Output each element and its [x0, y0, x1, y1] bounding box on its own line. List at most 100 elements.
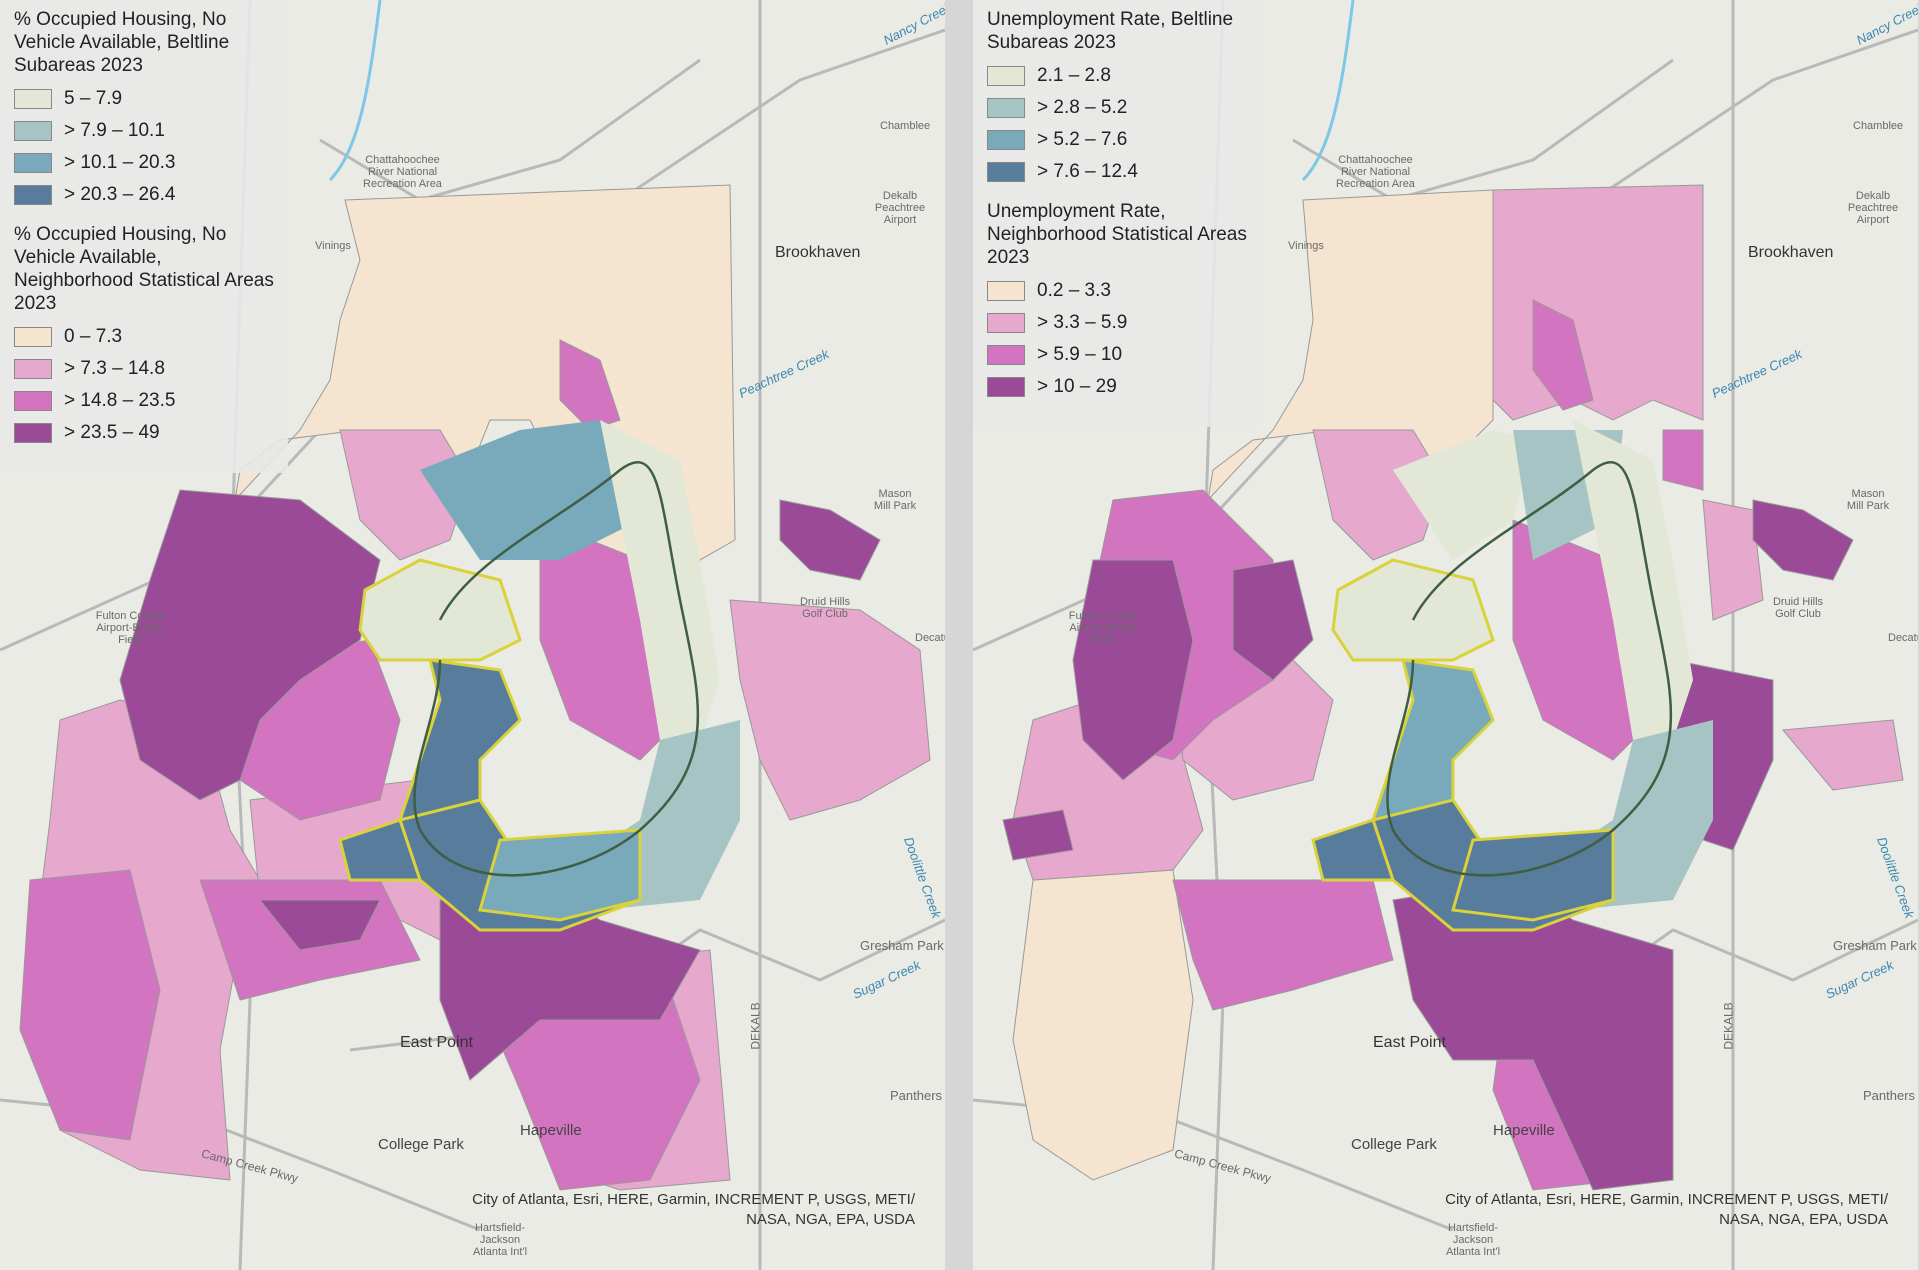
map-attribution: City of Atlanta, Esri, HERE, Garmin, INC… — [472, 1191, 915, 1228]
legend-label: > 5.2 – 7.6 — [1037, 129, 1128, 150]
label-fulton-airport: Fulton County Airport-Brown Field — [95, 610, 165, 646]
map-canvas[interactable] — [0, 0, 945, 1270]
legend-label: > 10 – 29 — [1037, 376, 1117, 397]
map-canvas[interactable] — [973, 0, 1918, 1270]
legend-item: > 14.8 – 23.5 — [14, 385, 274, 417]
legend-nsa-title: % Occupied Housing, No Vehicle Available… — [14, 224, 274, 314]
label-mason-mill: Mason Mill Park — [1846, 488, 1890, 512]
map-panel-no-vehicle[interactable]: Brookhaven East Point College Park Hapev… — [0, 0, 945, 1270]
legend-label: > 23.5 – 49 — [64, 422, 160, 443]
legend-nsa-group: % Occupied Housing, No Vehicle Available… — [14, 223, 274, 449]
label-dekalb: DEKALB — [1721, 1002, 1736, 1050]
label-panthers: Panthers — [890, 1088, 943, 1103]
label-east-point: East Point — [1373, 1034, 1446, 1051]
legend-label: > 7.6 – 12.4 — [1037, 161, 1138, 182]
legend-swatch — [14, 121, 52, 141]
legend-item: > 10.1 – 20.3 — [14, 147, 274, 179]
label-hartsfield: Hartsfield-Jackson Atlanta Int'l — [1445, 1222, 1501, 1258]
legend-swatch — [987, 313, 1025, 333]
legend-item: 2.1 – 2.8 — [987, 60, 1247, 92]
legend-swatch — [14, 89, 52, 109]
legend-swatch — [987, 98, 1025, 118]
legend-nsa-title: Unemployment Rate, Neighborhood Statisti… — [987, 201, 1247, 268]
label-panthers: Panthers — [1863, 1088, 1916, 1103]
label-dekalb-airport: Dekalb Peachtree Airport — [1847, 190, 1899, 226]
legend-label: 0.2 – 3.3 — [1037, 280, 1111, 301]
label-college-park: College Park — [378, 1136, 464, 1153]
label-chattahoochee: Chattahoochee River National Recreation … — [363, 154, 442, 190]
label-hartsfield: Hartsfield-Jackson Atlanta Int'l — [472, 1222, 528, 1258]
legend-item: 0 – 7.3 — [14, 321, 274, 353]
legend-item: > 2.8 – 5.2 — [987, 92, 1247, 124]
legend-nsa-group: Unemployment Rate, Neighborhood Statisti… — [987, 200, 1247, 403]
legend-swatch — [14, 185, 52, 205]
label-druid-hills: Druid Hills Golf Club — [1772, 596, 1824, 620]
legend-swatch — [987, 377, 1025, 397]
chattahoochee-river — [1301, 0, 1355, 182]
label-dekalb-airport: Dekalb Peachtree Airport — [874, 190, 926, 226]
map-panel-unemployment[interactable]: Brookhaven East Point College Park Hapev… — [973, 0, 1918, 1270]
label-gresham-park: Gresham Park — [1833, 938, 1917, 953]
label-dekalb: DEKALB — [748, 1002, 763, 1050]
legend-item: 5 – 7.9 — [14, 83, 274, 115]
legend-beltline-title: Unemployment Rate, Beltline Subareas 202… — [987, 9, 1234, 53]
legend-label: > 10.1 – 20.3 — [64, 152, 176, 173]
legend: Unemployment Rate, Beltline Subareas 202… — [973, 0, 1261, 427]
beltline-subareas — [1311, 420, 1713, 932]
legend-swatch — [987, 66, 1025, 86]
legend-label: > 14.8 – 23.5 — [64, 390, 176, 411]
beltline-subareas — [338, 420, 740, 932]
label-chamblee: Chamblee — [1853, 120, 1904, 132]
legend-label: > 7.3 – 14.8 — [64, 358, 165, 379]
legend: % Occupied Housing, No Vehicle Available… — [0, 0, 288, 473]
legend-item: > 10 – 29 — [987, 371, 1247, 403]
legend-item: > 23.5 – 49 — [14, 417, 274, 449]
legend-swatch — [14, 153, 52, 173]
legend-beltline-group: % Occupied Housing, No Vehicle Available… — [14, 8, 274, 211]
legend-label: > 7.9 – 10.1 — [64, 120, 165, 141]
label-chamblee: Chamblee — [880, 120, 931, 132]
label-brookhaven: Brookhaven — [775, 244, 861, 261]
legend-item: > 7.6 – 12.4 — [987, 156, 1247, 188]
label-hapeville: Hapeville — [1493, 1122, 1555, 1139]
chattahoochee-river — [328, 0, 382, 182]
legend-swatch — [987, 345, 1025, 365]
label-hapeville: Hapeville — [520, 1122, 582, 1139]
legend-label: > 2.8 – 5.2 — [1037, 97, 1128, 118]
legend-swatch — [14, 423, 52, 443]
legend-beltline-title: % Occupied Housing, No Vehicle Available… — [14, 9, 230, 76]
label-vinings: Vinings — [1288, 240, 1324, 252]
label-fulton-airport: Fulton County Airport-Brown Field — [1068, 610, 1138, 646]
label-college-park: College Park — [1351, 1136, 1437, 1153]
label-decatur: Decatur — [1888, 632, 1918, 644]
legend-swatch — [14, 359, 52, 379]
legend-swatch — [987, 281, 1025, 301]
beltline-trail — [1386, 461, 1673, 877]
label-brookhaven: Brookhaven — [1748, 244, 1834, 261]
label-east-point: East Point — [400, 1034, 473, 1051]
label-druid-hills: Druid Hills Golf Club — [799, 596, 851, 620]
label-mason-mill: Mason Mill Park — [873, 488, 917, 512]
legend-label: 2.1 – 2.8 — [1037, 65, 1111, 86]
legend-item: > 20.3 – 26.4 — [14, 179, 274, 211]
legend-item: > 5.9 – 10 — [987, 339, 1247, 371]
legend-label: > 5.9 – 10 — [1037, 344, 1123, 365]
legend-item: > 5.2 – 7.6 — [987, 124, 1247, 156]
legend-label: 0 – 7.3 — [64, 326, 123, 347]
label-vinings: Vinings — [315, 240, 351, 252]
legend-beltline-group: Unemployment Rate, Beltline Subareas 202… — [987, 8, 1247, 188]
map-attribution: City of Atlanta, Esri, HERE, Garmin, INC… — [1445, 1191, 1888, 1228]
legend-label: > 20.3 – 26.4 — [64, 184, 176, 205]
legend-swatch — [987, 130, 1025, 150]
legend-item: 0.2 – 3.3 — [987, 275, 1247, 307]
legend-item: > 3.3 – 5.9 — [987, 307, 1247, 339]
legend-swatch — [987, 162, 1025, 182]
label-gresham-park: Gresham Park — [860, 938, 944, 953]
legend-label: > 3.3 – 5.9 — [1037, 312, 1128, 333]
legend-label: 5 – 7.9 — [64, 88, 123, 109]
label-chattahoochee: Chattahoochee River National Recreation … — [1336, 154, 1415, 190]
legend-swatch — [14, 327, 52, 347]
label-decatur: Decatur — [915, 632, 945, 644]
legend-item: > 7.3 – 14.8 — [14, 353, 274, 385]
beltline-trail — [413, 461, 700, 877]
